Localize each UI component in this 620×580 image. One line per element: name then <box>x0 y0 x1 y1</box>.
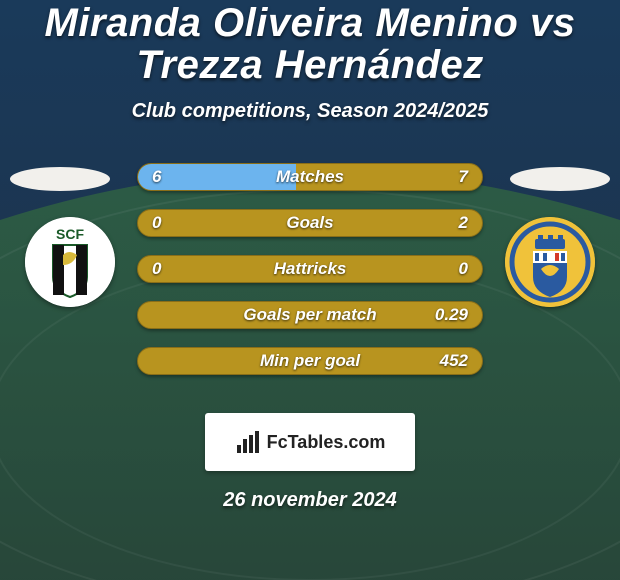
chart-icon <box>235 429 261 455</box>
stat-bar: Hattricks0 0 <box>137 255 483 283</box>
stat-bar-value-right: 0.29 <box>435 302 468 328</box>
footer-brand: FcTables.com <box>205 413 415 471</box>
stat-bar: Matches67 <box>137 163 483 191</box>
stat-bar: Min per goal452 <box>137 347 483 375</box>
stat-bar-label: Hattricks <box>138 256 482 282</box>
stat-bar: Goals0 2 <box>137 209 483 237</box>
stat-bar-value-right: 452 <box>440 348 468 374</box>
stat-bar-value-right: 2 <box>459 210 468 236</box>
player-right-ellipse <box>510 167 610 191</box>
footer-brand-text: FcTables.com <box>267 432 386 453</box>
svg-text:SCF: SCF <box>56 226 84 242</box>
footer-date: 26 november 2024 <box>0 489 620 512</box>
comparison-area: SCF M <box>0 163 620 393</box>
stat-bar-label: Goals <box>138 210 482 236</box>
stat-bar-value-right: 0 <box>459 256 468 282</box>
club-right-crest-icon <box>505 217 595 307</box>
page-title: Miranda Oliveira Menino vs Trezza Hernán… <box>0 2 620 86</box>
club-logo-right <box>505 217 595 307</box>
club-left-crest-icon: SCF <box>25 217 115 307</box>
stat-bar-value-left: 0 <box>152 210 161 236</box>
stat-bar-value-left: 0 <box>152 256 161 282</box>
stat-bar-label: Goals per match <box>138 302 482 328</box>
subtitle: Club competitions, Season 2024/2025 <box>0 100 620 123</box>
stat-bar-label: Min per goal <box>138 348 482 374</box>
player-left-ellipse <box>10 167 110 191</box>
stat-bars: Matches67Goals02Hattricks00Goals per mat… <box>137 163 483 375</box>
club-logo-left: SCF <box>25 217 115 307</box>
stat-bar-value-right: 7 <box>459 164 468 190</box>
stat-bar-fill <box>138 164 296 190</box>
stat-bar: Goals per match0.29 <box>137 301 483 329</box>
